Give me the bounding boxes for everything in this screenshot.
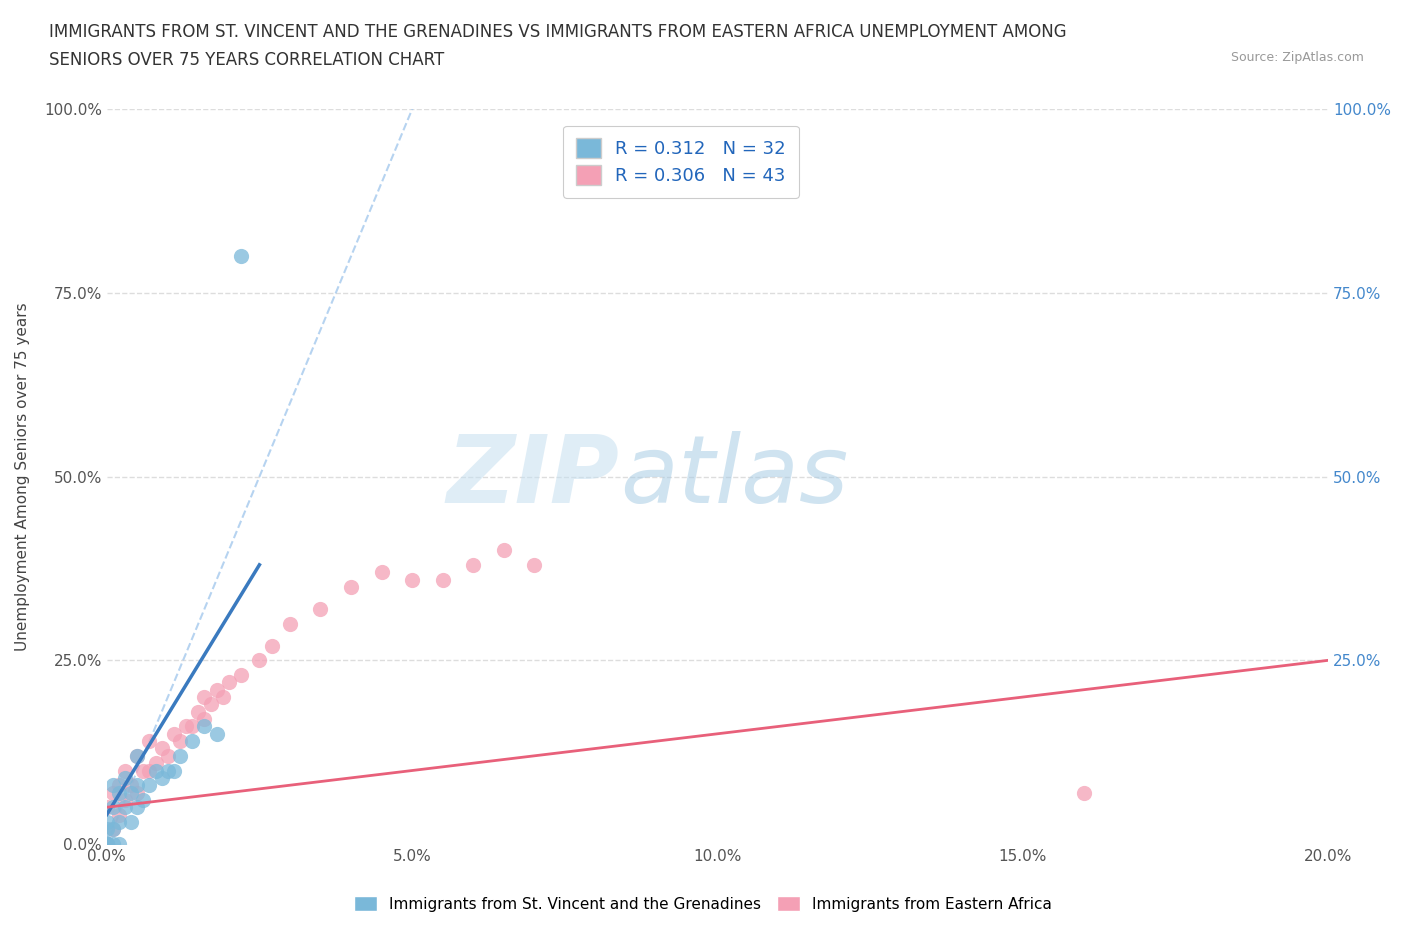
Point	[229, 249, 252, 264]
Point	[120, 785, 142, 800]
Point	[108, 815, 131, 830]
Point	[211, 690, 233, 705]
Point	[96, 837, 118, 852]
Point	[138, 777, 160, 792]
Text: ZIP: ZIP	[447, 431, 620, 523]
Point	[181, 734, 204, 749]
Point	[108, 807, 131, 822]
Text: atlas: atlas	[620, 432, 848, 522]
Point	[127, 777, 149, 792]
Point	[120, 815, 142, 830]
Point	[156, 764, 179, 778]
Point	[138, 764, 160, 778]
Point	[260, 638, 283, 653]
Point	[150, 770, 173, 785]
Point	[163, 764, 186, 778]
Point	[101, 785, 124, 800]
Point	[101, 822, 124, 837]
Point	[114, 764, 136, 778]
Point	[132, 792, 155, 807]
Point	[205, 683, 228, 698]
Point	[101, 822, 124, 837]
Point	[96, 822, 118, 837]
Point	[96, 837, 118, 852]
Point	[463, 557, 485, 572]
Point	[127, 749, 149, 764]
Point	[200, 697, 222, 711]
Point	[163, 726, 186, 741]
Point	[96, 815, 118, 830]
Point	[169, 749, 191, 764]
Point	[101, 800, 124, 815]
Point	[150, 741, 173, 756]
Point	[108, 837, 131, 852]
Point	[108, 777, 131, 792]
Point	[138, 734, 160, 749]
Point	[193, 711, 215, 726]
Point	[114, 792, 136, 807]
Point	[120, 777, 142, 792]
Point	[145, 764, 167, 778]
Point	[96, 837, 118, 852]
Point	[249, 653, 271, 668]
Point	[114, 800, 136, 815]
Point	[101, 837, 124, 852]
Point	[96, 837, 118, 852]
Point	[193, 690, 215, 705]
Point	[169, 734, 191, 749]
Point	[114, 770, 136, 785]
Point	[127, 785, 149, 800]
Point	[432, 572, 454, 587]
Text: SENIORS OVER 75 YEARS CORRELATION CHART: SENIORS OVER 75 YEARS CORRELATION CHART	[49, 51, 444, 69]
Point	[278, 617, 301, 631]
Point	[156, 749, 179, 764]
Point	[181, 719, 204, 734]
Point	[108, 785, 131, 800]
Point	[145, 756, 167, 771]
Point	[218, 675, 240, 690]
Y-axis label: Unemployment Among Seniors over 75 years: Unemployment Among Seniors over 75 years	[15, 302, 30, 651]
Point	[127, 800, 149, 815]
Point	[229, 668, 252, 683]
Point	[523, 557, 546, 572]
Text: IMMIGRANTS FROM ST. VINCENT AND THE GRENADINES VS IMMIGRANTS FROM EASTERN AFRICA: IMMIGRANTS FROM ST. VINCENT AND THE GREN…	[49, 23, 1067, 41]
Point	[96, 837, 118, 852]
Point	[401, 572, 423, 587]
Legend: Immigrants from St. Vincent and the Grenadines, Immigrants from Eastern Africa: Immigrants from St. Vincent and the Gren…	[349, 889, 1057, 918]
Point	[1073, 785, 1095, 800]
Point	[340, 579, 363, 594]
Point	[127, 749, 149, 764]
Point	[96, 837, 118, 852]
Point	[96, 800, 118, 815]
Point	[187, 704, 209, 719]
Point	[96, 837, 118, 852]
Text: Source: ZipAtlas.com: Source: ZipAtlas.com	[1230, 51, 1364, 64]
Point	[309, 602, 332, 617]
Point	[132, 764, 155, 778]
Point	[370, 565, 392, 579]
Point	[205, 726, 228, 741]
Point	[96, 837, 118, 852]
Point	[101, 777, 124, 792]
Point	[174, 719, 197, 734]
Legend: R = 0.312   N = 32, R = 0.306   N = 43: R = 0.312 N = 32, R = 0.306 N = 43	[562, 126, 799, 198]
Point	[492, 543, 515, 558]
Point	[193, 719, 215, 734]
